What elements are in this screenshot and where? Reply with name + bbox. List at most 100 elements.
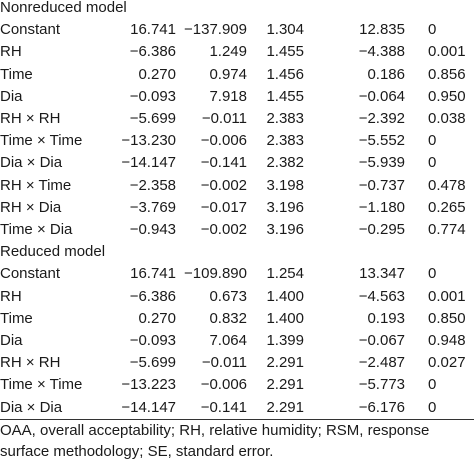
term-cell: Dia × Dia (0, 398, 63, 416)
value-cell: −0.017 (200, 198, 247, 216)
value-cell: 0.270 (138, 65, 176, 83)
term-cell: RH × RH (0, 110, 61, 127)
p-value-cell: 0.001 (428, 43, 466, 61)
term-cell: Dia (0, 87, 23, 105)
value-cell: −13.223 (121, 376, 176, 394)
value-cell: −5.699 (129, 110, 176, 127)
term-cell: Time (0, 309, 33, 327)
value-cell: −6.176 (358, 398, 405, 416)
value-cell: 1.455 (266, 87, 304, 105)
value-cell: −0.141 (200, 398, 247, 416)
term-cell: Constant (0, 21, 61, 39)
value-cell: 1.400 (266, 287, 304, 305)
value-cell: 2.383 (266, 110, 304, 127)
term-cell: RH × Dia (0, 198, 62, 216)
value-cell: −4.563 (358, 287, 405, 305)
value-cell: 1.249 (209, 43, 247, 61)
value-cell: −0.006 (200, 132, 247, 150)
p-value-cell: 0 (428, 398, 437, 416)
value-cell: −14.147 (121, 154, 176, 172)
p-value-cell: 0.850 (428, 309, 466, 327)
value-cell: −4.388 (358, 43, 405, 61)
value-cell: −0.067 (358, 332, 405, 349)
value-cell: 1.399 (266, 332, 304, 349)
term-cell: Time × Time (0, 376, 83, 394)
value-cell: 12.835 (359, 21, 405, 39)
value-cell: −14.147 (121, 398, 176, 416)
value-cell: 0.673 (209, 287, 247, 305)
value-cell: −0.141 (200, 154, 247, 172)
p-value-cell: 0.478 (428, 176, 466, 194)
value-cell: −2.392 (358, 110, 405, 127)
value-cell: −109.890 (184, 265, 247, 283)
value-cell: 3.198 (266, 176, 304, 194)
p-value-cell: 0 (428, 265, 437, 283)
value-cell: −3.769 (129, 198, 176, 216)
value-cell: 1.456 (266, 65, 304, 83)
value-cell: 1.400 (266, 309, 304, 327)
value-cell: −5.699 (129, 354, 176, 372)
value-cell: −0.295 (358, 221, 405, 238)
p-value-cell: 0 (428, 376, 437, 394)
value-cell: −6.386 (129, 43, 176, 61)
value-cell: 0.832 (209, 309, 247, 327)
value-cell: 2.382 (266, 154, 304, 172)
value-cell: 0.186 (367, 65, 405, 83)
p-value-cell: 0.950 (428, 87, 466, 105)
value-cell: 1.455 (266, 43, 304, 61)
value-cell: −5.773 (358, 376, 405, 394)
p-value-cell: 0.265 (428, 198, 466, 216)
value-cell: −0.011 (201, 354, 247, 372)
value-cell: −6.386 (129, 287, 176, 305)
value-cell: 0.270 (138, 309, 176, 327)
value-cell: −0.943 (129, 221, 176, 238)
value-cell: 7.918 (209, 87, 247, 105)
p-value-cell: 0 (428, 154, 437, 172)
value-cell: −1.180 (358, 198, 405, 216)
value-cell: 2.383 (266, 132, 304, 150)
value-cell: −137.909 (184, 21, 247, 39)
p-value-cell: 0.001 (428, 287, 466, 305)
term-cell: Dia (0, 332, 23, 349)
value-cell: 16.741 (130, 265, 176, 283)
p-value-cell: 0 (428, 132, 437, 150)
value-cell: 1.304 (266, 21, 304, 39)
term-cell: RH (0, 287, 22, 305)
value-cell: 7.064 (209, 332, 247, 349)
value-cell: −0.011 (201, 110, 247, 127)
value-cell: −2.358 (129, 176, 176, 194)
term-cell: Time (0, 65, 33, 83)
value-cell: 13.347 (359, 265, 405, 283)
value-cell: −0.093 (129, 332, 176, 349)
table-rule (0, 419, 474, 420)
value-cell: −5.939 (358, 154, 405, 172)
p-value-cell: 0.027 (428, 354, 466, 372)
value-cell: −0.002 (200, 221, 247, 238)
value-cell: 3.196 (266, 221, 304, 238)
value-cell: 0.974 (209, 65, 247, 83)
value-cell: −13.230 (121, 132, 176, 150)
value-cell: −0.006 (200, 376, 247, 394)
term-cell: Constant (0, 265, 61, 283)
value-cell: −0.002 (200, 176, 247, 194)
value-cell: −2.487 (358, 354, 405, 372)
term-cell: RH (0, 43, 22, 61)
p-value-cell: 0 (428, 21, 437, 39)
term-cell: RH × Time (0, 176, 72, 194)
value-cell: 2.291 (266, 354, 304, 372)
value-cell: 2.291 (266, 376, 304, 394)
value-cell: 0.193 (367, 309, 405, 327)
value-cell: −0.064 (358, 87, 405, 105)
value-cell: −5.552 (358, 132, 405, 150)
value-cell: 1.254 (266, 265, 304, 283)
value-cell: 2.291 (266, 398, 304, 416)
value-cell: 16.741 (130, 21, 176, 39)
section-title: Nonreduced model (0, 0, 127, 16)
p-value-cell: 0.038 (428, 110, 466, 127)
footnote: OAA, overall acceptability; RH, relative… (0, 422, 430, 460)
term-cell: Time × Time (0, 132, 83, 150)
section-title: Reduced model (0, 243, 106, 261)
value-cell: −0.737 (358, 176, 405, 194)
p-value-cell: 0.856 (428, 65, 466, 83)
